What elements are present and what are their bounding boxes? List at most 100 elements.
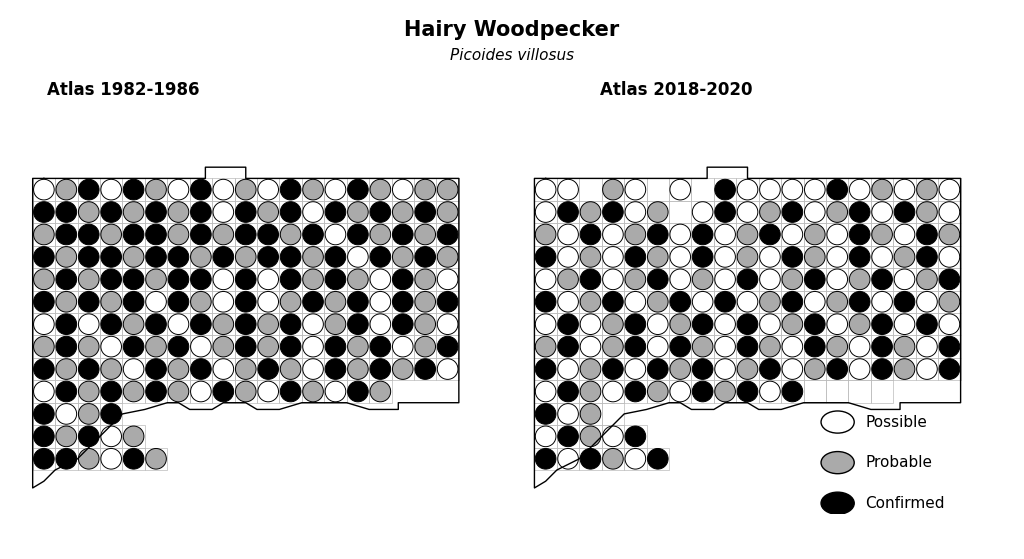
Circle shape	[805, 359, 825, 380]
Circle shape	[303, 247, 324, 267]
Circle shape	[536, 448, 556, 469]
Bar	[691, 201, 714, 223]
Circle shape	[123, 448, 144, 469]
Circle shape	[602, 359, 624, 380]
Bar	[257, 246, 280, 268]
Circle shape	[34, 269, 54, 290]
Circle shape	[558, 179, 579, 200]
Bar	[893, 223, 915, 246]
Circle shape	[871, 291, 893, 312]
Circle shape	[871, 247, 893, 267]
Circle shape	[437, 269, 458, 290]
Bar	[144, 335, 167, 358]
Bar	[669, 380, 691, 402]
Bar	[759, 380, 781, 402]
Bar	[100, 448, 123, 470]
Bar	[414, 246, 436, 268]
Bar	[625, 425, 646, 448]
Circle shape	[737, 381, 758, 402]
Circle shape	[715, 247, 735, 267]
Circle shape	[558, 269, 579, 290]
Bar	[347, 201, 369, 223]
Circle shape	[437, 359, 458, 380]
Bar	[691, 335, 714, 358]
Circle shape	[760, 179, 780, 200]
Circle shape	[581, 404, 601, 424]
Bar	[646, 448, 669, 470]
Circle shape	[760, 314, 780, 334]
Circle shape	[190, 179, 211, 200]
Bar	[100, 178, 123, 201]
Bar	[436, 313, 459, 335]
Bar	[736, 246, 759, 268]
Bar	[189, 313, 212, 335]
Circle shape	[347, 202, 369, 222]
Bar	[347, 335, 369, 358]
Circle shape	[281, 381, 301, 402]
Bar	[826, 380, 849, 402]
Circle shape	[34, 381, 54, 402]
Circle shape	[760, 359, 780, 380]
Circle shape	[602, 337, 624, 357]
Circle shape	[56, 448, 77, 469]
Bar	[280, 246, 302, 268]
Circle shape	[602, 314, 624, 334]
Bar	[257, 223, 280, 246]
Bar	[893, 268, 915, 291]
Circle shape	[281, 291, 301, 312]
Circle shape	[939, 314, 959, 334]
Bar	[826, 268, 849, 291]
Bar	[849, 335, 870, 358]
Bar	[280, 223, 302, 246]
Bar	[915, 223, 938, 246]
Circle shape	[281, 202, 301, 222]
Bar	[580, 178, 602, 201]
Circle shape	[602, 202, 624, 222]
Bar	[602, 358, 625, 380]
Bar	[33, 380, 55, 402]
Circle shape	[145, 381, 166, 402]
Bar	[714, 335, 736, 358]
Circle shape	[939, 269, 959, 290]
Circle shape	[56, 269, 77, 290]
Circle shape	[370, 337, 391, 357]
Bar	[123, 223, 144, 246]
Circle shape	[415, 269, 435, 290]
Bar	[78, 402, 100, 425]
Bar	[714, 201, 736, 223]
Circle shape	[415, 314, 435, 334]
Bar	[436, 335, 459, 358]
Bar	[302, 335, 325, 358]
Circle shape	[326, 269, 346, 290]
Bar	[100, 246, 123, 268]
Bar	[893, 313, 915, 335]
Bar	[302, 291, 325, 313]
Circle shape	[894, 291, 914, 312]
Bar	[369, 335, 391, 358]
Bar	[234, 358, 257, 380]
Circle shape	[715, 202, 735, 222]
Circle shape	[939, 202, 959, 222]
Circle shape	[647, 314, 668, 334]
Circle shape	[916, 359, 937, 380]
Bar	[759, 201, 781, 223]
Circle shape	[715, 224, 735, 245]
Bar	[938, 201, 961, 223]
Circle shape	[625, 291, 646, 312]
Circle shape	[145, 247, 166, 267]
Bar	[55, 246, 78, 268]
Bar	[736, 358, 759, 380]
Circle shape	[760, 269, 780, 290]
Circle shape	[190, 291, 211, 312]
Bar	[669, 335, 691, 358]
Circle shape	[805, 269, 825, 290]
Circle shape	[236, 202, 256, 222]
Bar	[714, 313, 736, 335]
Bar	[167, 313, 189, 335]
Bar	[302, 178, 325, 201]
Bar	[100, 380, 123, 402]
Bar	[781, 201, 804, 223]
Bar	[781, 223, 804, 246]
Bar	[849, 223, 870, 246]
Bar	[870, 335, 893, 358]
